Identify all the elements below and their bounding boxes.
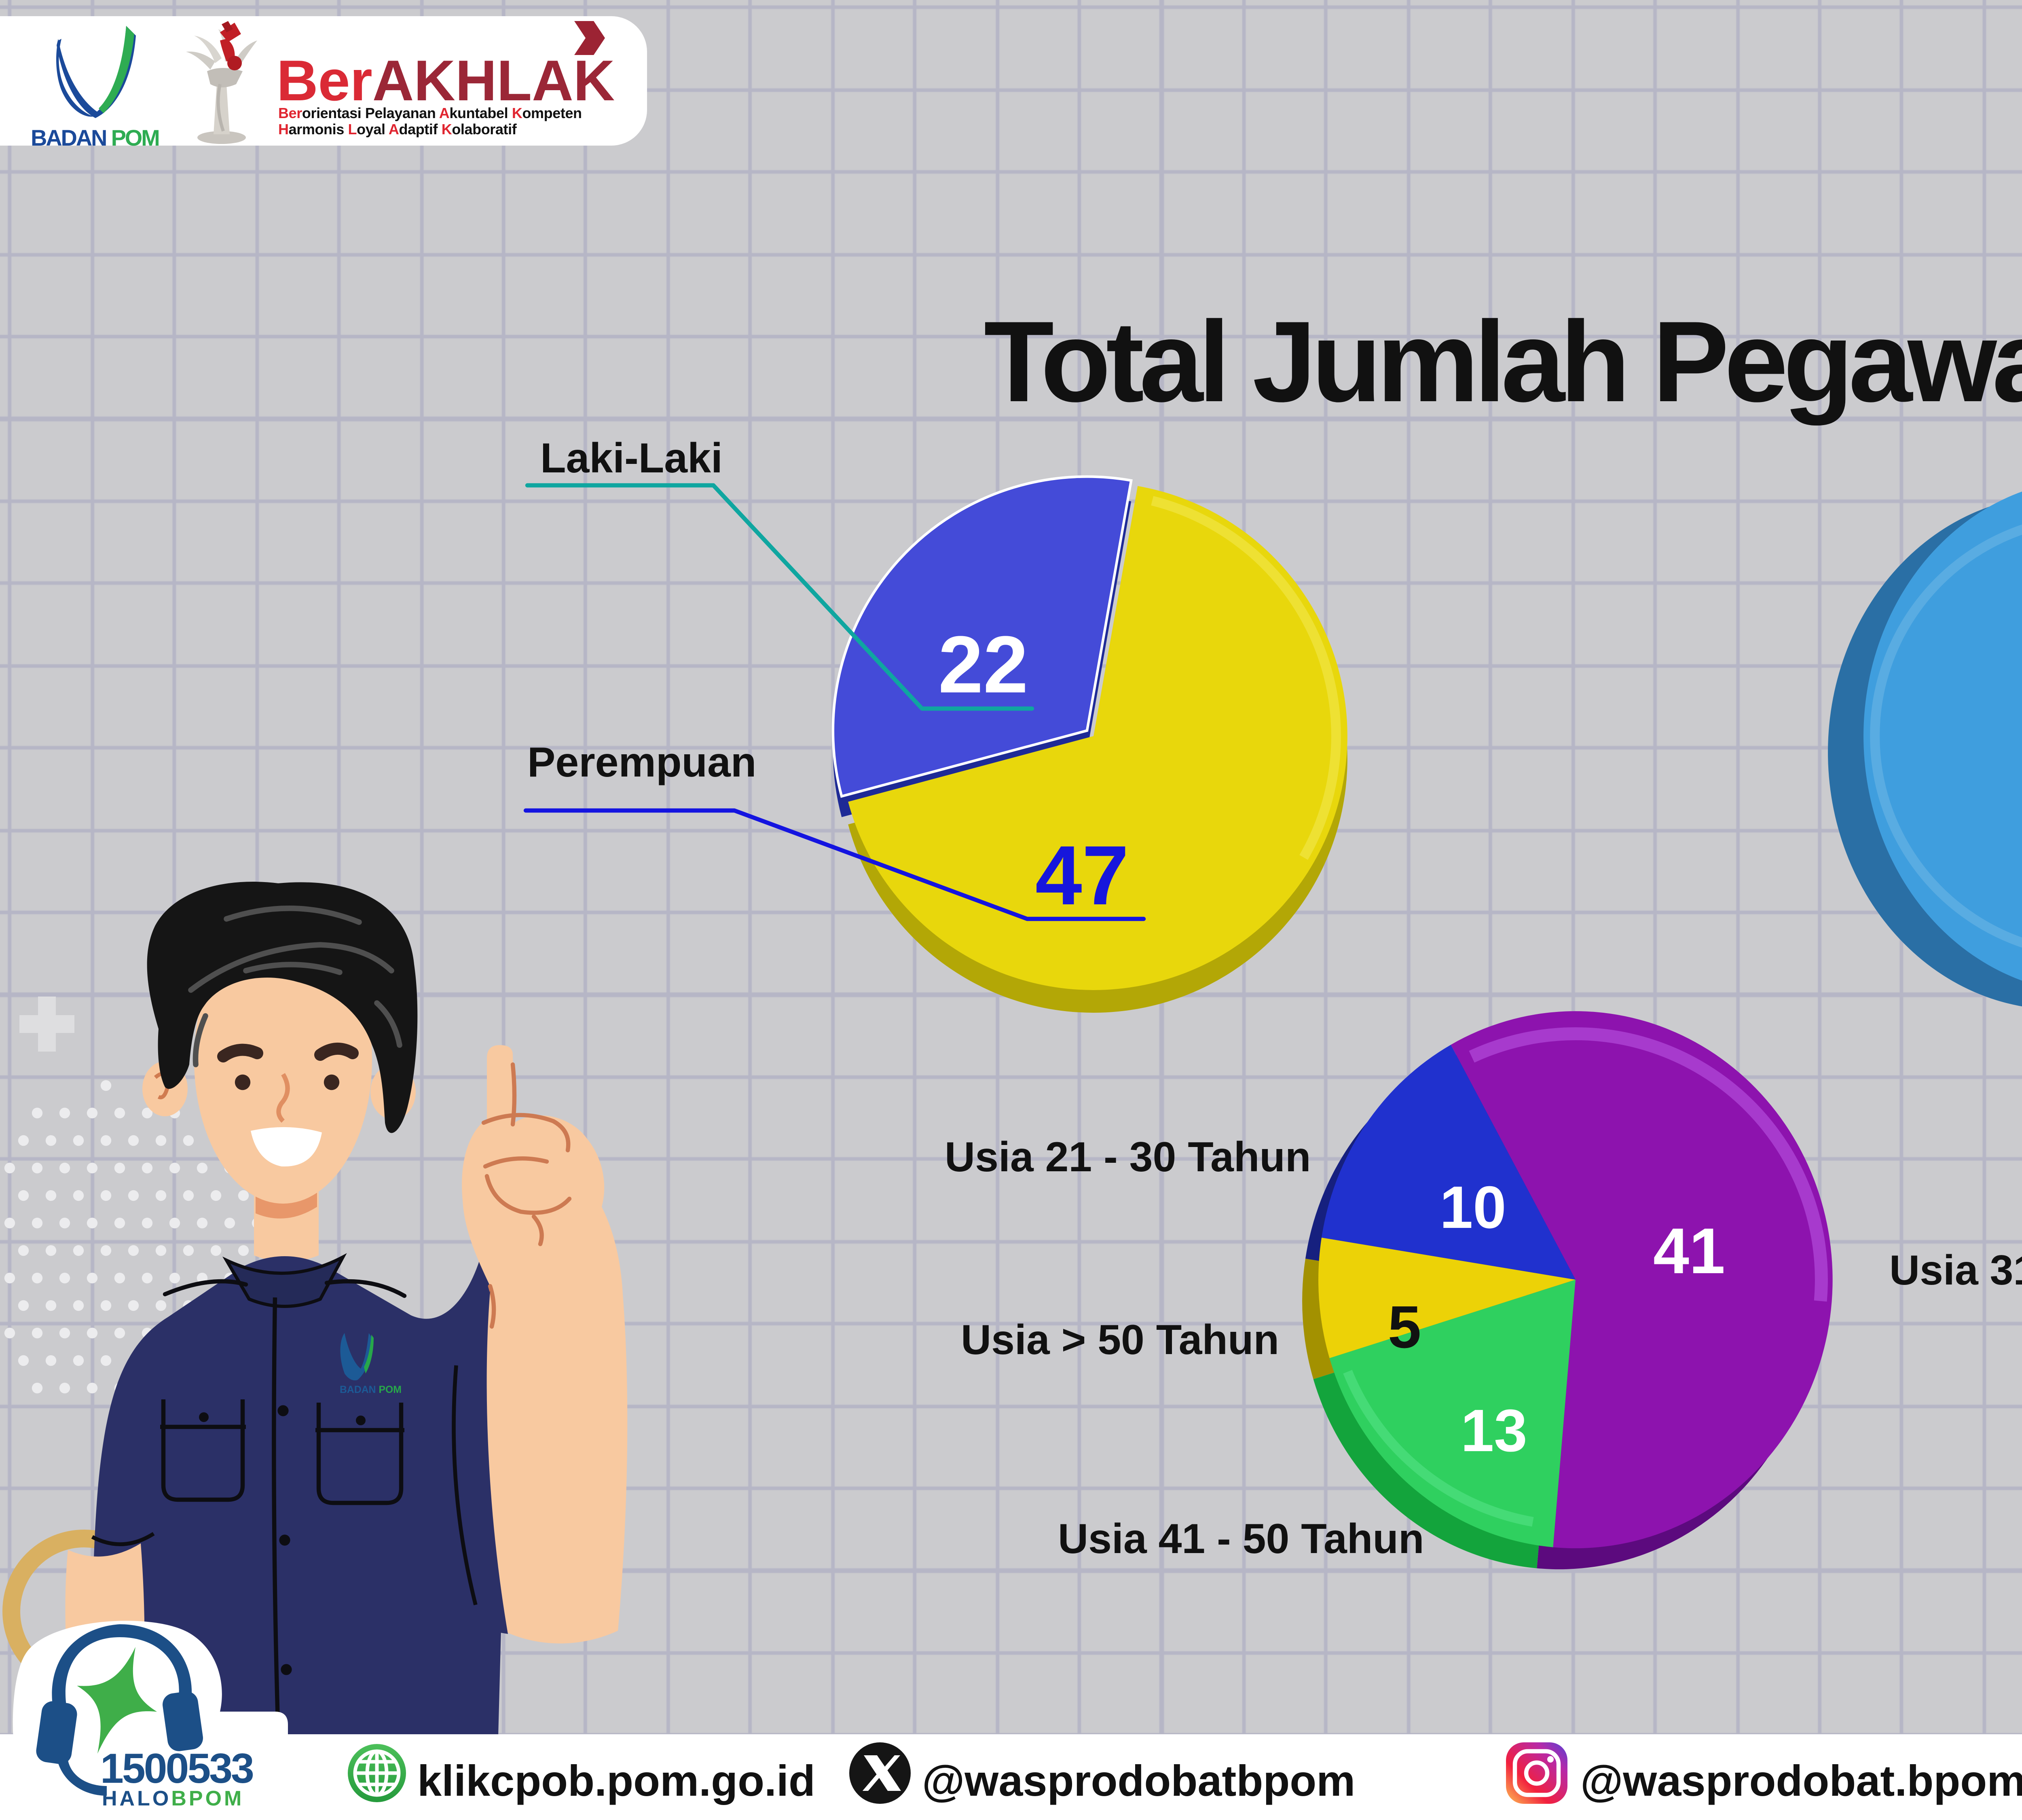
svg-text:HALOBPOM: HALOBPOM <box>102 1787 244 1810</box>
svg-text:BADAN POM: BADAN POM <box>31 125 159 150</box>
svg-text:BADAN POM: BADAN POM <box>340 1384 402 1395</box>
svg-text:1500533: 1500533 <box>100 1745 253 1792</box>
